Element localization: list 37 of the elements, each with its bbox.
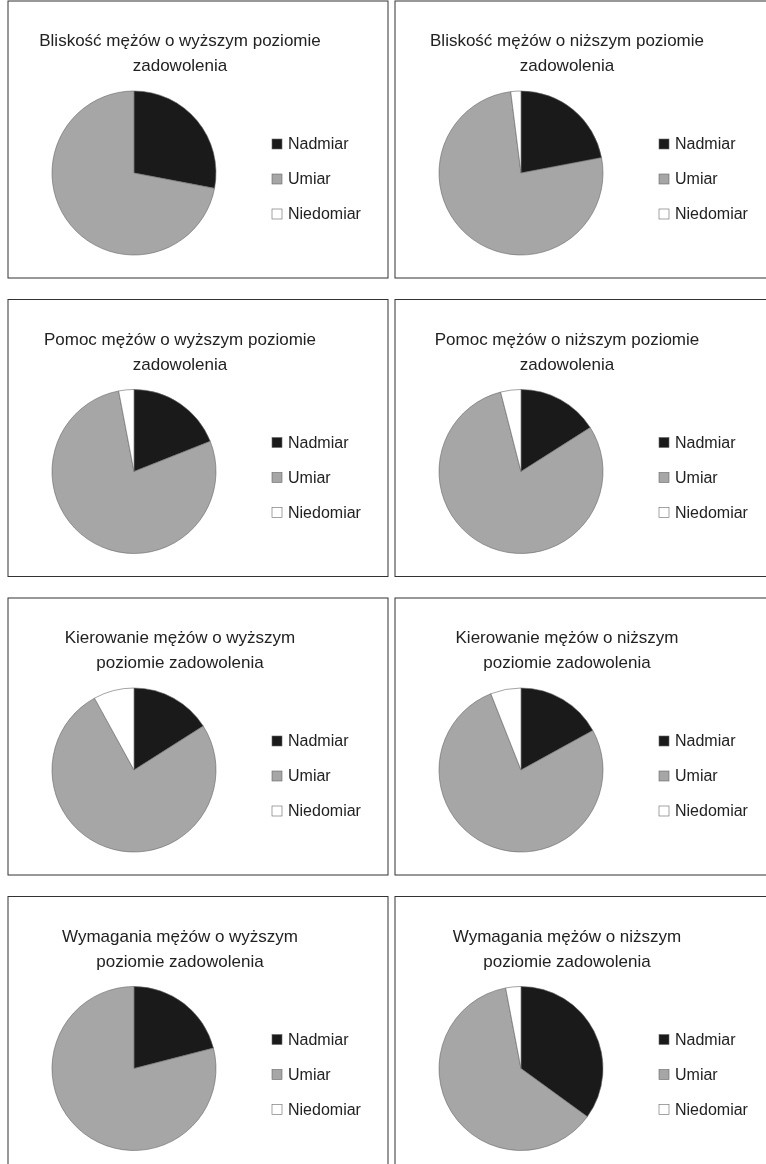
chart-title: Bliskość mężów o wyższym poziomie zadowolenia (39, 31, 321, 75)
chart-title: Pomoc mężów o wyższym poziomie zadowolenia (43, 329, 317, 374)
pie-slice (51, 986, 217, 1151)
chart-title: Wymagania mężów o wyższym poziomie zadowolenia (61, 926, 299, 971)
legend-label: Niedomiar (288, 503, 362, 521)
legend-label: Niedomiar (288, 205, 362, 222)
legend-label: Umiar (675, 1065, 719, 1083)
legend-label: Nadmiar (675, 433, 737, 451)
legend-label: Nadmiar (675, 732, 737, 749)
legend-label: Nadmiar (288, 732, 350, 749)
legend-label: Umiar (288, 1065, 332, 1083)
pie-slice (51, 90, 215, 256)
legend-label: Nadmiar (288, 1030, 350, 1048)
legend-label: Niedomiar (288, 1100, 362, 1118)
chart-title: Kierowanie mężów o niższym poziomie zadowolenia (455, 628, 679, 672)
legend-label: Niedomiar (675, 205, 749, 222)
legend-label: Nadmiar (675, 135, 737, 152)
legend-label: Nadmiar (288, 433, 350, 451)
chart-title: Pomoc mężów o niższym poziomie zadowolenia (434, 329, 700, 374)
legend-label: Umiar (288, 767, 332, 784)
pie-slice (438, 91, 604, 256)
chart-title: Kierowanie mężów o wyższym poziomie zadowolenia (64, 628, 296, 672)
legend-label: Umiar (675, 468, 719, 486)
pie-slice (51, 390, 217, 554)
pie-slice (438, 391, 604, 554)
legend-label: Niedomiar (675, 1100, 749, 1118)
legend-label: Nadmiar (288, 135, 350, 152)
legend-label: Nadmiar (675, 1030, 737, 1048)
legend-label: Umiar (675, 767, 719, 784)
legend-label: Niedomiar (675, 503, 749, 521)
chart-title: Wymagania mężów o niższym poziomie zadowolenia (452, 926, 682, 971)
legend-label: Umiar (288, 468, 332, 486)
chart-title: Bliskość mężów o niższym poziomie zadowolenia (430, 31, 704, 75)
legend-label: Umiar (288, 170, 332, 187)
legend-label: Niedomiar (675, 802, 749, 819)
legend-label: Niedomiar (288, 802, 362, 819)
legend-label: Umiar (675, 170, 719, 187)
